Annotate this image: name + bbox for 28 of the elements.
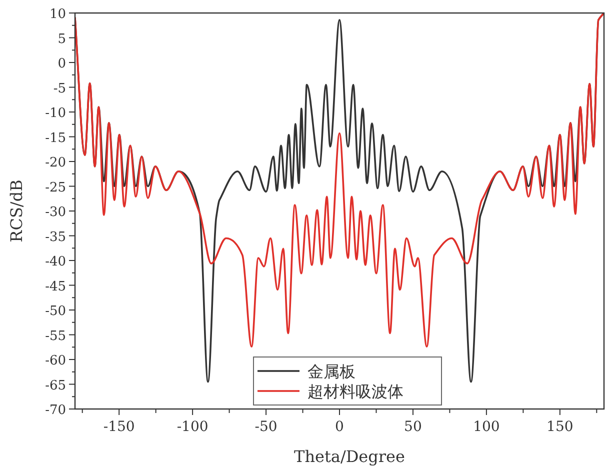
x-tick-label: -150 (103, 419, 135, 435)
y-axis-title: RCS/dB (7, 180, 26, 242)
y-tick-label: -55 (45, 328, 66, 344)
y-tick-label: -35 (45, 230, 66, 245)
x-tick-label: -100 (176, 419, 208, 435)
legend-label: 超材料吸波体 (308, 382, 404, 401)
y-tick-label: -10 (45, 106, 66, 121)
y-tick-label: 10 (49, 7, 66, 22)
x-axis-title: Theta/Degree (294, 447, 405, 466)
x-tick-label: 50 (404, 419, 422, 435)
x-tick-label: 0 (335, 419, 344, 435)
y-tick-label: -70 (45, 403, 66, 418)
x-tick-label: 150 (546, 419, 574, 435)
y-tick-label: -5 (53, 81, 66, 96)
legend-label: 金属板 (308, 362, 356, 381)
y-tick-label: -65 (45, 378, 66, 394)
y-tick-label: 0 (58, 56, 66, 72)
y-tick-label: -30 (45, 205, 66, 220)
y-tick-label: -20 (45, 156, 66, 170)
x-tick-label: 100 (473, 419, 500, 435)
y-tick-label: -50 (45, 304, 66, 319)
y-tick-label: -45 (45, 279, 66, 294)
y-tick-label: 5 (58, 32, 66, 47)
y-tick-label: -15 (45, 130, 66, 146)
y-tick-label: -60 (45, 354, 66, 368)
x-tick-label: -50 (254, 419, 278, 435)
y-tick-label: -40 (45, 254, 66, 270)
y-tick-label: -25 (45, 180, 66, 196)
